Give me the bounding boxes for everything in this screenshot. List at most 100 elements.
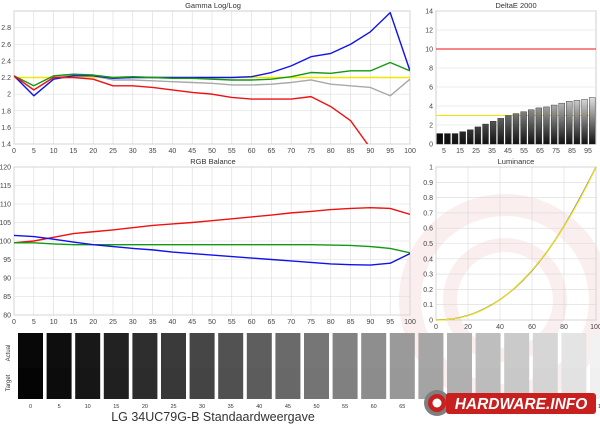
deltae-ytick-label: 8 [429, 66, 433, 73]
deltae-xtick-label: 15 [456, 148, 464, 155]
grayscale-row-label-target: Target [6, 374, 12, 391]
rgb-xtick-label: 60 [248, 319, 256, 326]
rgb-ytick-label: 115 [0, 183, 11, 190]
gamma-xtick-label: 15 [70, 148, 78, 155]
gamma-xtick-label: 25 [109, 148, 117, 155]
luminance-xtick-label: 60 [528, 324, 536, 331]
deltae-bar [558, 102, 565, 145]
gamma-ytick-label: 1.8 [1, 108, 11, 115]
gamma-xtick-label: 55 [228, 148, 236, 155]
rgb-xtick-label: 0 [12, 319, 16, 326]
deltae-bar [550, 104, 558, 145]
grayscale-actual-swatch [561, 333, 587, 368]
grayscale-actual-swatch [75, 333, 101, 368]
rgb-xtick-label: 20 [89, 319, 97, 326]
rgb-xtick-label: 15 [70, 319, 78, 326]
rgb-xtick-label: 90 [367, 319, 375, 326]
deltae-xtick-label: 5 [442, 148, 446, 155]
rgb-ytick-label: 95 [3, 257, 11, 264]
gamma-series-green [14, 61, 410, 87]
rgb-ytick-label: 100 [0, 239, 11, 246]
rgb-series-blue [14, 234, 410, 266]
luminance-title: Luminance [498, 157, 535, 166]
deltae-bar [535, 107, 543, 145]
grayscale-actual-swatch [447, 333, 472, 368]
deltae-bar [512, 113, 520, 145]
grayscale-actual-swatch [475, 333, 501, 368]
deltae-ytick-label: 0 [429, 142, 433, 149]
gamma-xtick-label: 30 [129, 148, 137, 155]
grayscale-actual-swatch [532, 333, 558, 368]
deltae-bar [467, 129, 474, 145]
grayscale-step-label: 0 [29, 404, 32, 410]
grayscale-target-swatch [361, 368, 387, 399]
grayscale-target-swatch [332, 368, 358, 399]
rgb-xtick-label: 30 [129, 319, 137, 326]
rgb-ytick-label: 110 [0, 202, 11, 209]
gamma-xtick-label: 40 [169, 148, 177, 155]
gamma-xtick-label: 95 [386, 148, 394, 155]
grayscale-step-label: 25 [170, 404, 176, 410]
rgb-xtick-label: 50 [208, 319, 216, 326]
grayscale-step-label: 30 [199, 404, 205, 410]
grayscale-target-swatch [246, 368, 272, 399]
grayscale-target-swatch [18, 368, 43, 399]
grayscale-step-label: 60 [371, 404, 377, 410]
gamma-title: Gamma Log/Log [185, 1, 241, 10]
rgb-xtick-label: 85 [347, 319, 355, 326]
rgb-series-red [14, 207, 410, 244]
rgb-xtick-label: 100 [404, 319, 416, 326]
grayscale-step-label: 20 [142, 404, 148, 410]
grayscale-step-label: 100 [598, 404, 600, 410]
rgb-xtick-label: 10 [50, 319, 58, 326]
rgb-xtick-label: 40 [169, 319, 177, 326]
deltae-bar [520, 111, 527, 145]
deltae-bar [566, 101, 573, 145]
deltae-bar [459, 131, 466, 145]
deltae-ytick-label: 6 [429, 85, 433, 92]
deltae-bar [444, 133, 451, 145]
gamma-xtick-label: 0 [12, 148, 16, 155]
deltae-xtick-label: 35 [488, 148, 496, 155]
gamma-xtick-label: 5 [32, 148, 36, 155]
deltae-bar [528, 109, 535, 145]
luminance-ytick-label: 0.8 [423, 195, 433, 202]
rgb-series-green [14, 242, 410, 254]
luminance-ytick-label: 0.1 [423, 302, 433, 309]
gamma-xtick-label: 35 [149, 148, 157, 155]
deltae-ytick-label: 10 [425, 47, 433, 54]
grayscale-target-swatch [389, 368, 415, 399]
gamma-xtick-label: 90 [367, 148, 375, 155]
grayscale-actual-swatch [132, 333, 158, 368]
logo-backdrop [446, 393, 596, 414]
luminance-ytick-label: 0.4 [423, 256, 433, 263]
deltae-ytick-label: 12 [425, 28, 433, 35]
gamma-xtick-label: 20 [89, 148, 97, 155]
luminance-xtick-label: 0 [434, 324, 438, 331]
gamma-xtick-label: 75 [307, 148, 315, 155]
luminance-ytick-label: 0 [429, 318, 433, 325]
grayscale-step-label: 40 [256, 404, 262, 410]
grayscale-target-swatch [161, 368, 186, 399]
gamma-ytick-label: 1.4 [1, 142, 11, 149]
rgb-xtick-label: 25 [109, 319, 117, 326]
grayscale-actual-swatch [361, 333, 387, 368]
grayscale-actual-swatch [18, 333, 43, 368]
luminance-xtick-label: 80 [560, 324, 568, 331]
gamma-xtick-label: 60 [248, 148, 256, 155]
deltae-xtick-label: 55 [520, 148, 528, 155]
rgb-panel: RGB Balance 80 85 90 95 100 105 110 115 120 0 5 10 1… [0, 157, 416, 326]
deltae-panel: DeltaE 2000 0 2 4 6 8 10 12 14 5 15 25 35 45 55 65 75 85… [425, 1, 597, 155]
luminance-series-target [435, 166, 597, 321]
grayscale-actual-swatch [103, 333, 129, 368]
grayscale-step-label: 5 [58, 404, 61, 410]
rgb-xtick-label: 45 [188, 319, 196, 326]
luminance-ytick-label: 0.3 [423, 272, 433, 279]
rgb-ytick-label: 120 [0, 165, 11, 172]
luminance-ytick-label: 0.5 [423, 241, 433, 248]
rgb-xtick-label: 65 [268, 319, 276, 326]
deltae-bar [451, 133, 459, 145]
gamma-xtick-label: 65 [268, 148, 276, 155]
grayscale-step-label: 55 [342, 404, 348, 410]
